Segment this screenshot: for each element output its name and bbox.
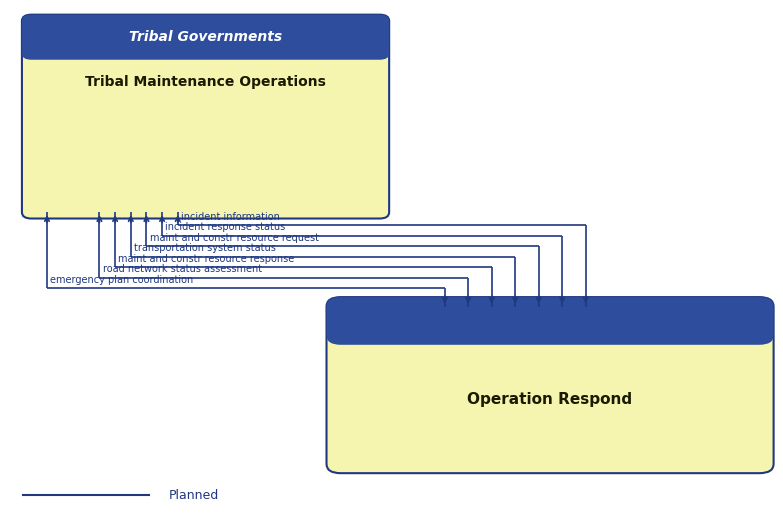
Text: maint and constr resource request: maint and constr resource request [150, 233, 319, 243]
Text: Operation Respond: Operation Respond [467, 392, 633, 407]
FancyBboxPatch shape [22, 15, 389, 219]
FancyBboxPatch shape [22, 15, 389, 60]
Text: Tribal Governments: Tribal Governments [129, 30, 282, 44]
Text: transportation system status: transportation system status [134, 243, 276, 253]
Text: incident response status: incident response status [165, 222, 286, 232]
Text: maint and constr resource response: maint and constr resource response [118, 254, 294, 264]
Bar [341, 322, 760, 335]
FancyBboxPatch shape [327, 297, 774, 473]
FancyBboxPatch shape [327, 297, 774, 345]
Text: road network status assessment: road network status assessment [103, 264, 262, 274]
Text: emergency plan coordination: emergency plan coordination [50, 275, 193, 285]
Text: Planned: Planned [168, 489, 218, 501]
Bar [31, 39, 380, 53]
Text: incident information: incident information [181, 212, 280, 222]
Text: Tribal Maintenance Operations: Tribal Maintenance Operations [85, 75, 326, 89]
